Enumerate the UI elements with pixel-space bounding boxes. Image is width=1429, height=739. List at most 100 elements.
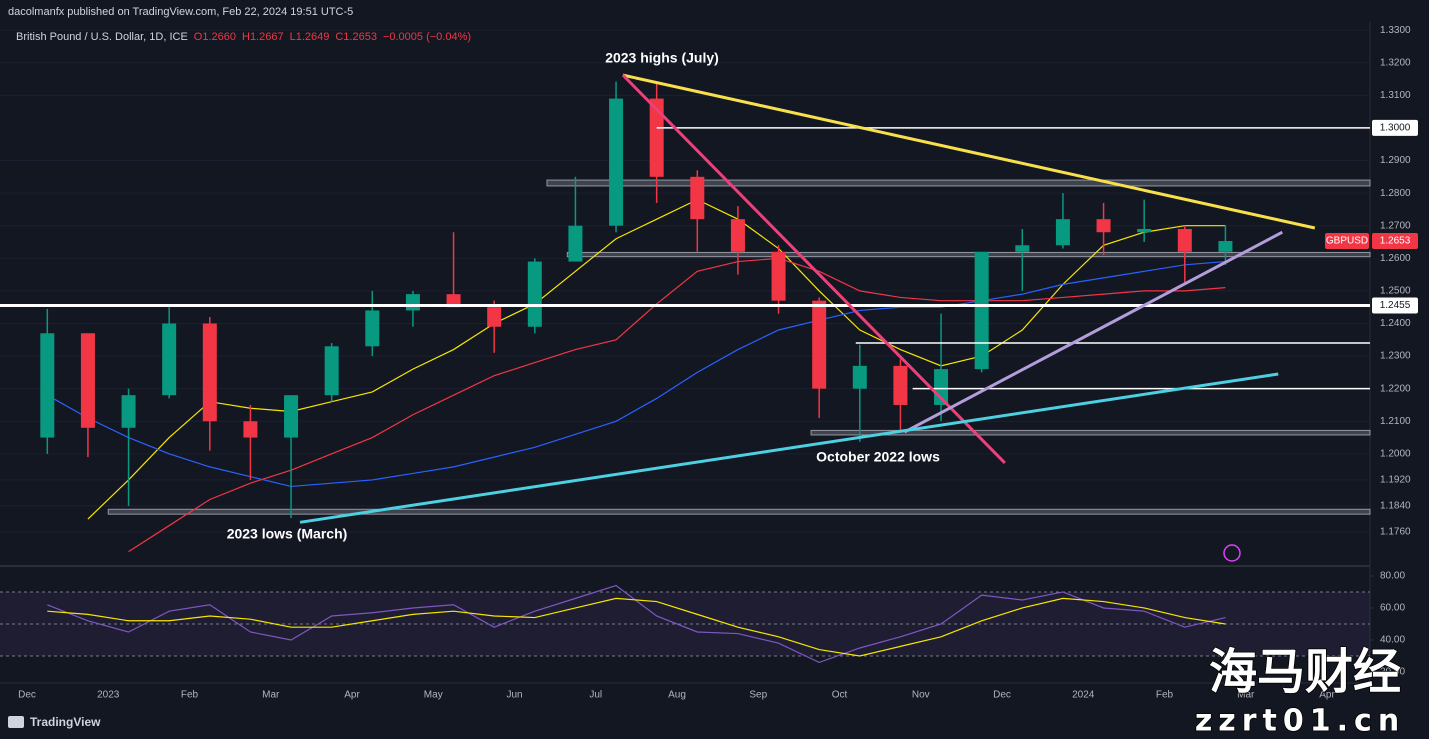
y-tick-label: 1.2800 [1380, 188, 1411, 199]
annotation: 2023 lows (March) [227, 526, 348, 542]
candle-body [812, 300, 827, 389]
last-price-box [1372, 233, 1418, 250]
candle-body [40, 333, 55, 438]
x-tick-label: 2023 [97, 690, 120, 701]
y-tick-label: 1.2300 [1380, 351, 1411, 362]
candle-body [324, 346, 339, 396]
x-tick-label: Feb [181, 690, 199, 701]
symbol-label: GBPUSD [1326, 236, 1368, 247]
plot-layer: Dec 2023 Feb Mar Apr May Jun Jul Aug Sep Oct Nov Dec… [0, 25, 1411, 701]
footer-logo: TradingView [30, 715, 101, 729]
y-tick-label: 1.3100 [1380, 90, 1411, 101]
y-tick-label: 1.2000 [1380, 448, 1411, 459]
rsi-tick-label: 80.00 [1380, 571, 1405, 582]
x-tick-label: Dec [18, 690, 36, 701]
price-label: 1.2455 [1380, 300, 1411, 311]
y-tick-label: 1.1920 [1380, 475, 1411, 486]
zone [546, 179, 1371, 187]
x-tick-label: 2024 [1072, 690, 1095, 701]
candle-body [80, 333, 95, 428]
candle-body [405, 294, 420, 311]
zone [566, 251, 1371, 258]
annotation: October 2022 lows [816, 449, 940, 465]
x-tick-label: Aug [668, 690, 686, 701]
rsi-line [47, 597, 1226, 657]
candle-body [446, 294, 461, 308]
x-tick-label: Feb [1156, 690, 1174, 701]
candle-body [1177, 228, 1192, 252]
y-tick-label: 1.3300 [1380, 25, 1411, 36]
y-tick-label: 1.1760 [1380, 527, 1411, 538]
symbol: British Pound / U.S. Dollar, 1D, ICE [16, 31, 188, 43]
rsi-tick-label: 40.00 [1380, 635, 1405, 646]
y-tick-label: 1.2700 [1380, 220, 1411, 231]
watermark: zzrt01.cn [1195, 704, 1405, 739]
ohlc-open: O1.2660 [194, 31, 236, 43]
candle-body [771, 251, 786, 301]
candle-body [1055, 219, 1070, 246]
candle-body [284, 395, 299, 438]
moving-average [128, 257, 1226, 553]
rsi-tick-label: 60.00 [1380, 603, 1405, 614]
watermark: 海马财经 [1209, 644, 1401, 700]
last-price-label: 1.2653 [1380, 236, 1411, 247]
trendline [621, 74, 1006, 465]
y-tick-label: 1.1840 [1380, 501, 1411, 512]
moving-average [87, 198, 1226, 520]
candle-body [487, 307, 502, 327]
y-tick-label: 1.2400 [1380, 318, 1411, 329]
x-tick-label: Dec [993, 690, 1011, 701]
price-label: 1.3000 [1380, 123, 1411, 134]
zone [107, 508, 1371, 515]
y-tick-label: 1.2900 [1380, 155, 1411, 166]
y-tick-label: 1.2100 [1380, 416, 1411, 427]
candle-body [243, 421, 258, 438]
ohlc-low: L1.2649 [290, 31, 330, 43]
publisher: dacolmanfx published on TradingView.com,… [8, 6, 353, 18]
price-label-box [1372, 297, 1418, 314]
ohlc-close: C1.2653 [335, 31, 377, 43]
y-tick-label: 1.2200 [1380, 383, 1411, 394]
x-tick-label: May [424, 690, 443, 701]
candle-body [121, 395, 136, 428]
candle-body [893, 365, 908, 405]
candle-body [730, 219, 745, 252]
y-tick-label: 1.3200 [1380, 57, 1411, 68]
rsi-tick-label: 20.00 [1380, 667, 1405, 678]
moving-average [47, 260, 1226, 488]
zone [810, 429, 1371, 436]
trendline [622, 73, 1316, 230]
x-tick-label: Jul [589, 690, 602, 701]
candle-body [568, 225, 583, 262]
ohlc-high: H1.2667 [242, 31, 284, 43]
candle-body [202, 323, 217, 422]
x-tick-label: Apr [344, 690, 360, 701]
candle-body [609, 98, 624, 226]
annotation: 2023 highs (July) [605, 50, 719, 66]
candle-body [852, 365, 867, 389]
x-tick-label: Oct [832, 690, 848, 701]
symbol-line: British Pound / U.S. Dollar, 1D, ICE O1.2… [16, 31, 471, 43]
candle-body [649, 98, 664, 177]
candle-body [974, 251, 989, 370]
x-tick-label: Mar [262, 690, 280, 701]
candle-body [690, 176, 705, 220]
candle-body [527, 261, 542, 327]
x-tick-label: Mar [1237, 690, 1255, 701]
candle-body [1096, 219, 1111, 233]
candle-body [162, 323, 177, 396]
trendline [903, 230, 1284, 434]
x-tick-label: Apr [1319, 690, 1335, 701]
x-tick-label: Jun [506, 690, 522, 701]
candle-body [365, 310, 380, 347]
x-tick-label: Sep [749, 690, 767, 701]
alert-icon[interactable] [1223, 544, 1241, 562]
price-label-box [1372, 119, 1418, 136]
y-tick-label: 1.2600 [1380, 253, 1411, 264]
candle-body [1015, 245, 1030, 252]
y-tick-label: 1.2500 [1380, 286, 1411, 297]
candle-body [1218, 241, 1233, 252]
rsi-line [47, 584, 1226, 664]
